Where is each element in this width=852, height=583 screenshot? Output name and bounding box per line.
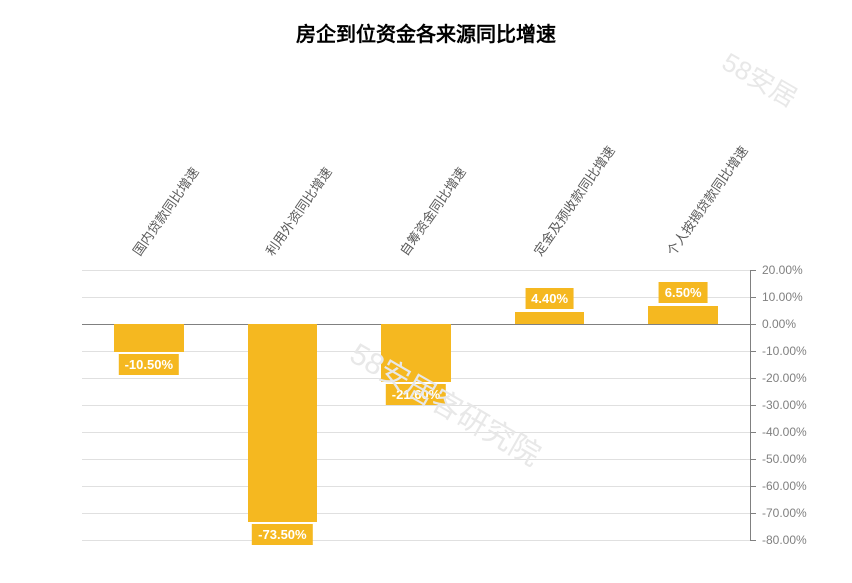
grid-line bbox=[82, 540, 750, 541]
y-tick-label: -60.00% bbox=[762, 479, 807, 493]
bar-value-label: 4.40% bbox=[525, 288, 574, 309]
y-tick-label: -80.00% bbox=[762, 533, 807, 547]
bar bbox=[381, 324, 450, 382]
y-tick-label: 20.00% bbox=[762, 263, 803, 277]
watermark: 58安居 bbox=[716, 42, 805, 115]
y-tick-label: -30.00% bbox=[762, 398, 807, 412]
y-tick-label: 10.00% bbox=[762, 290, 803, 304]
bar bbox=[248, 324, 317, 522]
bar-value-label: 6.50% bbox=[659, 282, 708, 303]
category-label: 个人按揭贷款同比增速 bbox=[662, 142, 752, 259]
category-label: 国内贷款同比增速 bbox=[127, 163, 202, 259]
bar-value-label: -21.60% bbox=[386, 384, 446, 405]
grid-line bbox=[82, 270, 750, 271]
y-tick-label: 0.00% bbox=[762, 317, 796, 331]
y-tick-label: -50.00% bbox=[762, 452, 807, 466]
bar-value-label: -73.50% bbox=[252, 524, 312, 545]
category-label: 定金及预收款同比增速 bbox=[528, 142, 618, 259]
y-tick-mark bbox=[750, 540, 756, 541]
bar bbox=[114, 324, 183, 352]
category-label: 自筹资金同比增速 bbox=[394, 163, 469, 259]
bar-value-label: -10.50% bbox=[119, 354, 179, 375]
grid-line bbox=[82, 486, 750, 487]
plot-area: 20.00%10.00%0.00%-10.00%-20.00%-30.00%-4… bbox=[82, 270, 750, 540]
y-axis-line bbox=[750, 270, 751, 540]
grid-line bbox=[82, 432, 750, 433]
y-tick-label: -70.00% bbox=[762, 506, 807, 520]
grid-line bbox=[82, 459, 750, 460]
y-tick-label: -20.00% bbox=[762, 371, 807, 385]
category-label: 利用外资同比增速 bbox=[261, 163, 336, 259]
bar bbox=[648, 306, 717, 324]
y-tick-label: -10.00% bbox=[762, 344, 807, 358]
chart-title: 房企到位资金各来源同比增速 bbox=[0, 0, 852, 47]
grid-line bbox=[82, 513, 750, 514]
y-tick-label: -40.00% bbox=[762, 425, 807, 439]
grid-line bbox=[82, 297, 750, 298]
bar bbox=[515, 312, 584, 324]
chart-container: 房企到位资金各来源同比增速 20.00%10.00%0.00%-10.00%-2… bbox=[0, 0, 852, 583]
